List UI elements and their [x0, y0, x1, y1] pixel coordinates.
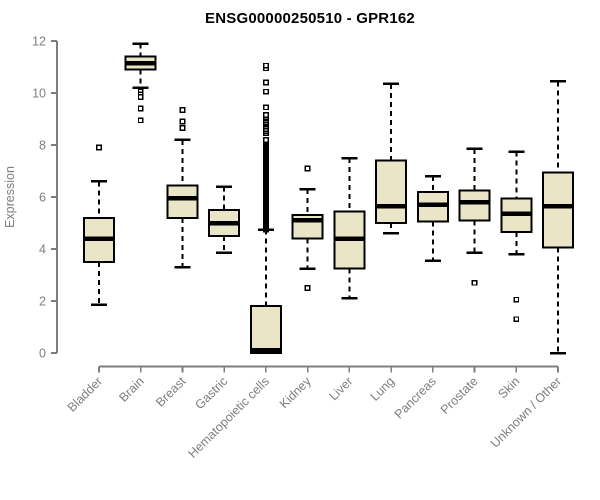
svg-text:Expression: Expression — [3, 166, 17, 228]
y-tick-label: 8 — [39, 139, 46, 153]
outlier-point — [179, 106, 186, 113]
outlier-point — [179, 118, 186, 125]
x-tick-label: Prostate — [438, 374, 481, 417]
outlier-point — [137, 93, 144, 100]
boxplot-lung — [375, 82, 408, 235]
outlier-point — [263, 112, 269, 119]
x-tick-label: Breast — [153, 374, 189, 410]
boxplot-breast — [166, 106, 199, 269]
outlier-point — [471, 279, 478, 286]
x-tick-label: Brain — [116, 374, 147, 405]
x-tick-label: Lung — [368, 374, 398, 404]
outlier-point — [263, 88, 269, 95]
boxplot-liver — [333, 156, 366, 300]
x-tick-label: Bladder — [65, 374, 105, 414]
boxplot-pancreas — [416, 174, 449, 262]
boxplot-unknown-other — [542, 80, 574, 355]
chart-title: ENSG00000250510 - GPR162 — [205, 10, 415, 27]
outlier-point — [513, 296, 520, 303]
outlier-point — [137, 117, 144, 124]
y-tick-label: 10 — [32, 87, 46, 101]
boxplot-skin — [500, 150, 533, 323]
y-axis-title: Expression — [3, 166, 17, 228]
boxplot-hematopoietic-cells — [249, 62, 282, 355]
y-tick-label: 6 — [39, 191, 46, 205]
y-tick-label: 2 — [39, 295, 46, 309]
outlier-point — [137, 105, 144, 112]
y-tick-label: 12 — [32, 35, 46, 49]
boxplot-brain — [124, 42, 157, 124]
boxplot-kidney — [291, 165, 324, 291]
outlier-point — [304, 285, 311, 291]
outlier-point — [304, 165, 311, 172]
y-tick-label: 4 — [39, 243, 46, 257]
outlier-point — [179, 125, 186, 132]
y-axis: 0 2 4 6 8 10 12 — [32, 35, 58, 361]
x-tick-label: Kidney — [277, 374, 314, 411]
boxplot-gastric — [208, 185, 241, 255]
outlier-point — [263, 136, 269, 143]
outlier-point — [263, 104, 269, 111]
outlier-point — [96, 144, 102, 151]
y-tick-label: 0 — [39, 347, 46, 361]
x-tick-label: Hematopoietic cells — [185, 374, 272, 461]
outlier-point — [513, 316, 520, 323]
x-tick-label: Pancreas — [392, 374, 439, 421]
x-tick-label: Gastric — [192, 374, 230, 412]
boxplot-bladder — [83, 144, 115, 307]
outlier-point — [263, 79, 269, 86]
x-tick-label: Skin — [495, 374, 522, 401]
x-tick-label: Unknown / Other — [488, 374, 564, 450]
boxplot-prostate — [458, 147, 491, 286]
outlier-point — [263, 62, 269, 69]
x-tick-label: Liver — [326, 374, 355, 403]
